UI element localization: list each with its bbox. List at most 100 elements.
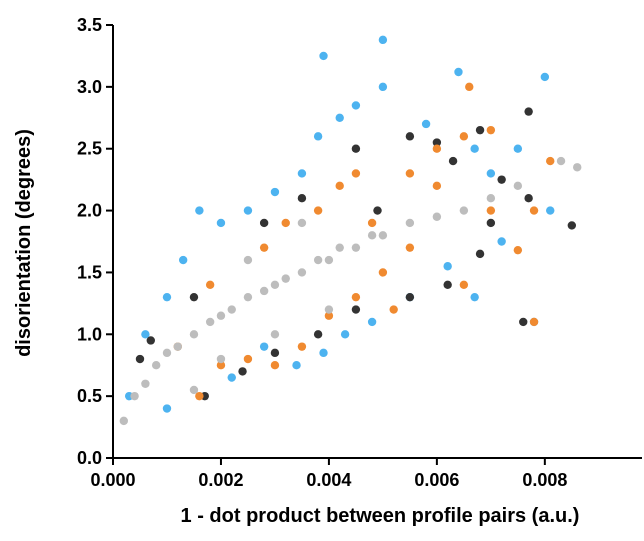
point bbox=[475, 125, 485, 135]
point bbox=[373, 206, 382, 215]
x-tick-label: 0.000 bbox=[90, 470, 135, 490]
point bbox=[216, 311, 226, 320]
point bbox=[378, 82, 388, 92]
y-tick-label: 1.5 bbox=[77, 262, 102, 282]
point bbox=[470, 144, 479, 153]
point bbox=[546, 206, 555, 215]
point bbox=[195, 391, 204, 401]
point bbox=[389, 305, 398, 314]
point bbox=[486, 194, 496, 203]
point bbox=[459, 132, 469, 141]
y-tick-label: 3.5 bbox=[77, 15, 102, 35]
point bbox=[367, 231, 377, 240]
point bbox=[151, 361, 161, 370]
point bbox=[529, 317, 539, 327]
point bbox=[297, 169, 307, 178]
point bbox=[475, 249, 485, 259]
point bbox=[443, 262, 452, 271]
point bbox=[141, 379, 150, 388]
x-tick-label: 0.006 bbox=[414, 470, 459, 490]
point bbox=[119, 416, 128, 426]
point bbox=[378, 35, 388, 45]
point bbox=[405, 292, 415, 302]
point bbox=[351, 144, 361, 153]
point bbox=[141, 330, 150, 339]
point bbox=[432, 181, 442, 191]
point bbox=[259, 243, 269, 252]
point bbox=[529, 206, 539, 215]
y-tick-label: 0.5 bbox=[77, 386, 102, 406]
point bbox=[313, 206, 323, 215]
point bbox=[313, 330, 323, 339]
point bbox=[259, 342, 269, 351]
point bbox=[454, 67, 463, 77]
point bbox=[227, 305, 236, 314]
point bbox=[432, 138, 442, 147]
point bbox=[130, 391, 139, 401]
point bbox=[405, 243, 415, 252]
point bbox=[405, 169, 415, 178]
point bbox=[135, 354, 145, 364]
point bbox=[340, 330, 350, 339]
point bbox=[513, 144, 523, 153]
y-axis-title: disorientation (degrees) bbox=[13, 129, 35, 357]
point bbox=[297, 268, 307, 277]
x-tick-label: 0.002 bbox=[198, 470, 243, 490]
x-tick-label: 0.004 bbox=[306, 470, 351, 490]
point bbox=[378, 231, 388, 240]
point bbox=[270, 361, 280, 370]
point bbox=[513, 245, 523, 255]
point bbox=[459, 280, 469, 289]
point bbox=[421, 119, 431, 129]
point bbox=[351, 101, 361, 110]
point bbox=[556, 156, 566, 166]
point bbox=[465, 82, 474, 92]
point bbox=[162, 348, 172, 358]
point bbox=[205, 317, 215, 327]
x-axis-title: 1 - dot product between profile pairs (a… bbox=[181, 505, 580, 527]
point bbox=[351, 243, 361, 252]
point bbox=[459, 206, 469, 215]
point bbox=[297, 194, 307, 203]
y-tick-label: 1.0 bbox=[77, 324, 102, 344]
point bbox=[335, 113, 344, 122]
point bbox=[189, 330, 199, 339]
point bbox=[324, 255, 334, 265]
point bbox=[540, 72, 550, 82]
point bbox=[243, 292, 253, 302]
point bbox=[524, 107, 533, 116]
point bbox=[567, 221, 577, 230]
point bbox=[335, 181, 344, 191]
point bbox=[281, 218, 290, 228]
point bbox=[189, 385, 199, 395]
point bbox=[189, 292, 199, 302]
point bbox=[319, 51, 328, 61]
point bbox=[405, 218, 415, 228]
point bbox=[546, 156, 555, 166]
point bbox=[513, 181, 523, 191]
point bbox=[470, 292, 479, 302]
point bbox=[243, 255, 253, 265]
point bbox=[270, 280, 280, 289]
point bbox=[497, 175, 506, 184]
point bbox=[319, 348, 328, 358]
point bbox=[432, 212, 442, 221]
point bbox=[178, 255, 188, 265]
point bbox=[367, 218, 377, 228]
y-tick-label: 0.0 bbox=[77, 448, 102, 468]
point bbox=[351, 305, 361, 314]
point bbox=[497, 237, 506, 246]
point bbox=[297, 342, 307, 351]
point bbox=[524, 194, 533, 203]
point bbox=[281, 274, 290, 283]
point bbox=[335, 243, 344, 252]
point bbox=[486, 125, 496, 135]
point bbox=[486, 206, 496, 215]
point bbox=[405, 132, 415, 141]
point bbox=[259, 218, 269, 228]
point bbox=[259, 286, 269, 296]
point bbox=[367, 317, 377, 327]
point bbox=[173, 342, 182, 351]
point bbox=[351, 292, 361, 302]
